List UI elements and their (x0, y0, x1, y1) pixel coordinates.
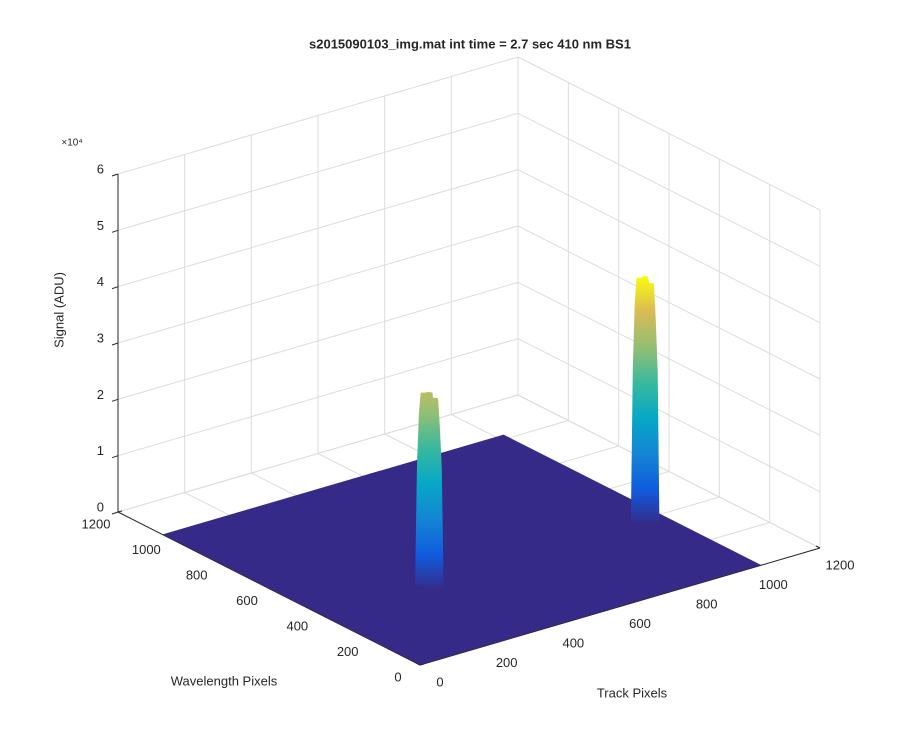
grid-line (117, 338, 519, 457)
x-tick (815, 545, 821, 549)
z-tick-label: 3 (97, 330, 104, 345)
y-tick-label: 0 (394, 669, 401, 684)
x-tick-label: 1200 (826, 557, 855, 572)
grid-line (117, 394, 519, 513)
z-tick (111, 229, 119, 233)
z-tick-label: 2 (97, 387, 104, 402)
x-tick (415, 662, 421, 666)
z-tick-label: 6 (97, 161, 104, 176)
x-tick-label: 1000 (759, 577, 788, 592)
z-tick (111, 455, 119, 459)
y-tick-label: 200 (337, 644, 359, 659)
grid-line (117, 169, 519, 288)
grid-line (117, 281, 519, 400)
surface-plane (162, 434, 762, 665)
z-tick-label: 5 (97, 218, 104, 233)
z-tick (111, 398, 119, 402)
grid-line (117, 225, 519, 344)
z-axis-label: Signal (ADU) (51, 272, 66, 348)
x-tick-label: 0 (436, 674, 443, 689)
z-tick (111, 173, 119, 177)
peak (415, 391, 444, 601)
y-tick-label: 1000 (132, 542, 161, 557)
z-tick (111, 511, 119, 515)
peak (630, 276, 660, 536)
y-tick (117, 510, 123, 513)
y-tick-label: 400 (286, 618, 308, 633)
x-axis-label: Track Pixels (597, 685, 668, 700)
grid-line (517, 281, 821, 436)
z-tick (111, 342, 119, 346)
grid-line (517, 338, 821, 493)
grid-line (117, 112, 519, 231)
x-tick-label: 400 (562, 635, 584, 650)
y-tick-label: 800 (186, 567, 208, 582)
grid-line (517, 112, 821, 267)
y-tick (419, 663, 425, 666)
grid-line (517, 169, 821, 324)
x-tick-label: 800 (696, 596, 718, 611)
grid-line (517, 225, 821, 380)
z-tick-label: 0 (97, 499, 104, 514)
y-tick-label: 600 (236, 593, 258, 608)
z-tick-label: 1 (97, 443, 104, 458)
y-axis-label: Wavelength Pixels (171, 673, 278, 688)
grid-line (517, 56, 821, 211)
z-tick (111, 286, 119, 290)
grid-line (117, 56, 519, 175)
x-tick-label: 600 (629, 616, 651, 631)
x-tick-label: 200 (496, 655, 518, 670)
y-tick-label: 1200 (82, 516, 111, 531)
z-scale-label: ×10⁴ (61, 138, 82, 149)
z-tick-label: 4 (97, 274, 104, 289)
chart-title: s2015090103_img.mat int time = 2.7 sec 4… (309, 36, 631, 51)
grid-line (517, 394, 821, 549)
